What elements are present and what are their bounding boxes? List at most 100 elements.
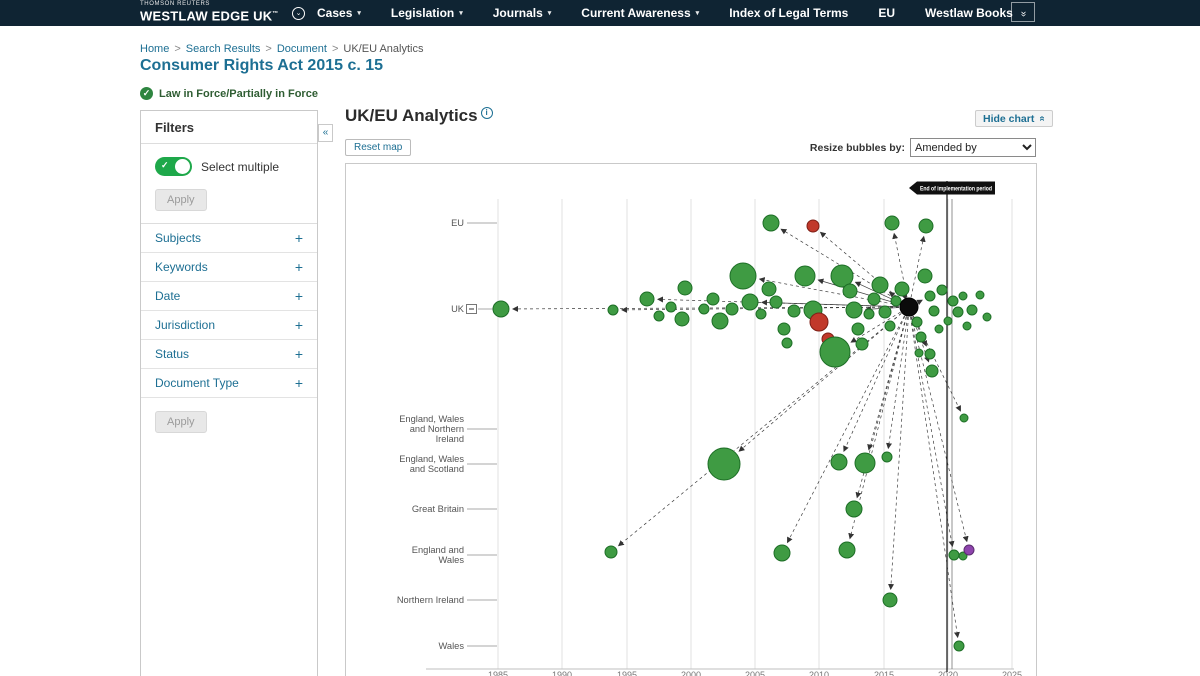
- document-bubble[interactable]: [915, 331, 927, 343]
- collapse-filters-button[interactable]: «: [318, 124, 333, 142]
- uk-collapse-toggle[interactable]: [466, 304, 477, 314]
- info-icon[interactable]: i: [480, 107, 493, 119]
- document-bubble[interactable]: [707, 447, 741, 481]
- document-bubble[interactable]: [830, 453, 848, 471]
- document-bubble[interactable]: [958, 291, 968, 301]
- document-bubble[interactable]: [674, 311, 690, 327]
- document-bubble[interactable]: [882, 592, 898, 608]
- breadcrumb-link-search-results[interactable]: Search Results: [185, 43, 261, 55]
- apply-button-bottom[interactable]: Apply: [155, 411, 207, 433]
- document-bubble[interactable]: [924, 290, 936, 302]
- document-bubble[interactable]: [911, 316, 923, 328]
- document-bubble[interactable]: [925, 364, 939, 378]
- document-bubble[interactable]: [741, 293, 759, 311]
- document-bubble[interactable]: [918, 218, 934, 234]
- document-bubble[interactable]: [851, 322, 865, 336]
- document-bubble[interactable]: [963, 544, 975, 556]
- document-bubble[interactable]: [838, 541, 856, 559]
- document-bubble[interactable]: [665, 301, 677, 313]
- filter-section-status[interactable]: Status +: [141, 340, 317, 369]
- hide-chart-button[interactable]: Hide chart «: [975, 110, 1053, 127]
- document-bubble[interactable]: [777, 322, 791, 336]
- focal-document-bubble[interactable]: [899, 297, 919, 317]
- document-bubble[interactable]: [867, 292, 881, 306]
- filter-section-keywords[interactable]: Keywords +: [141, 253, 317, 282]
- document-bubble[interactable]: [725, 302, 739, 316]
- filter-section-jurisdiction[interactable]: Jurisdiction +: [141, 311, 317, 340]
- document-bubble[interactable]: [943, 316, 953, 326]
- document-bubble[interactable]: [607, 304, 619, 316]
- document-bubble[interactable]: [936, 284, 948, 296]
- reset-map-button[interactable]: Reset map: [345, 139, 412, 156]
- nav-item-cases[interactable]: Cases ▾: [317, 6, 361, 20]
- document-bubble[interactable]: [698, 303, 710, 315]
- product-switcher-icon[interactable]: ⌄: [292, 7, 305, 20]
- select-multiple-toggle[interactable]: ✓: [155, 157, 192, 176]
- document-bubble[interactable]: [845, 500, 863, 518]
- westlaw-logo[interactable]: THOMSON REUTERS WESTLAW EDGE UK™: [140, 1, 278, 23]
- document-bubble[interactable]: [863, 308, 875, 320]
- document-bubble[interactable]: [952, 306, 964, 318]
- document-bubble[interactable]: [604, 545, 618, 559]
- document-bubble[interactable]: [928, 305, 940, 317]
- filter-section-date[interactable]: Date +: [141, 282, 317, 311]
- document-bubble[interactable]: [975, 290, 985, 300]
- analytics-bubble-chart[interactable]: 1985 1990 1995 2000 2005 2010 2015 2020 2025 EU UK…: [346, 164, 1036, 676]
- document-bubble[interactable]: [958, 551, 968, 561]
- document-bubble[interactable]: [878, 305, 892, 319]
- document-bubble[interactable]: [729, 262, 757, 290]
- document-bubble[interactable]: [962, 321, 972, 331]
- document-bubble[interactable]: [809, 312, 829, 332]
- nav-item-legislation[interactable]: Legislation ▾: [391, 6, 463, 20]
- document-bubble[interactable]: [769, 295, 783, 309]
- document-bubble[interactable]: [677, 280, 693, 296]
- document-bubble[interactable]: [881, 451, 893, 463]
- document-bubble[interactable]: [761, 281, 777, 297]
- nav-item-current-awareness[interactable]: Current Awareness ▾: [581, 6, 699, 20]
- expand-header-button[interactable]: »: [1011, 2, 1035, 22]
- document-bubble[interactable]: [653, 310, 665, 322]
- document-bubble[interactable]: [890, 295, 902, 307]
- document-bubble[interactable]: [794, 265, 816, 287]
- document-bubble[interactable]: [773, 544, 791, 562]
- apply-button-top[interactable]: Apply: [155, 189, 207, 211]
- resize-bubbles-select[interactable]: Amended by: [910, 138, 1036, 157]
- document-bubble[interactable]: [854, 452, 876, 474]
- document-bubble[interactable]: [894, 281, 910, 297]
- document-bubble[interactable]: [819, 336, 851, 368]
- document-bubble[interactable]: [884, 320, 896, 332]
- document-bubble[interactable]: [884, 215, 900, 231]
- document-bubble[interactable]: [934, 324, 944, 334]
- document-bubble[interactable]: [948, 549, 960, 561]
- nav-item-index-of-legal-terms[interactable]: Index of Legal Terms: [729, 6, 848, 20]
- document-bubble[interactable]: [917, 268, 933, 284]
- document-bubble[interactable]: [706, 292, 720, 306]
- document-bubble[interactable]: [762, 214, 780, 232]
- document-bubble[interactable]: [924, 348, 936, 360]
- document-bubble[interactable]: [842, 283, 858, 299]
- nav-item-journals[interactable]: Journals ▾: [493, 6, 552, 20]
- filter-section-subjects[interactable]: Subjects +: [141, 224, 317, 253]
- document-bubble[interactable]: [947, 295, 959, 307]
- document-bubble[interactable]: [781, 337, 793, 349]
- document-bubble[interactable]: [953, 640, 965, 652]
- nav-item-westlaw-books[interactable]: Westlaw Books: [925, 6, 1013, 20]
- document-bubble[interactable]: [711, 312, 729, 330]
- document-bubble[interactable]: [966, 304, 978, 316]
- filter-section-document-type[interactable]: Document Type +: [141, 369, 317, 398]
- document-bubble[interactable]: [855, 337, 869, 351]
- document-bubble[interactable]: [639, 291, 655, 307]
- document-bubble[interactable]: [871, 276, 889, 294]
- breadcrumb-link-home[interactable]: Home: [140, 43, 170, 55]
- nav-item-eu[interactable]: EU: [878, 6, 895, 20]
- document-bubble[interactable]: [806, 219, 820, 233]
- document-bubble[interactable]: [914, 348, 924, 358]
- breadcrumb-link-document[interactable]: Document: [276, 43, 327, 55]
- document-bubble[interactable]: [755, 308, 767, 320]
- document-bubble[interactable]: [982, 312, 992, 322]
- document-bubble[interactable]: [845, 301, 863, 319]
- document-bubble[interactable]: [830, 264, 854, 288]
- document-bubble[interactable]: [492, 300, 510, 318]
- document-bubble[interactable]: [787, 304, 801, 318]
- document-bubble[interactable]: [959, 413, 969, 423]
